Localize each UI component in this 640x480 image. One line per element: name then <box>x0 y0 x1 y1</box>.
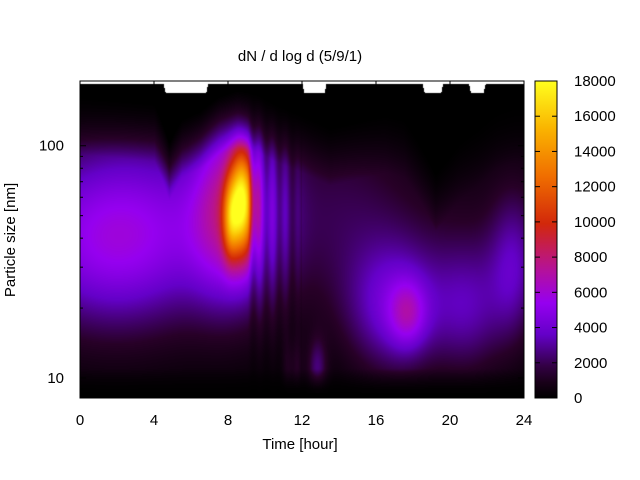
colorbar-tick-label: 4000 <box>574 320 607 337</box>
x-tick-label: 12 <box>294 412 311 429</box>
x-tick-label: 0 <box>76 412 84 429</box>
y-axis: 10 100 <box>39 138 524 390</box>
x-axis: 0 4 8 12 16 20 24 <box>76 81 533 429</box>
plot-area <box>79 80 525 399</box>
x-tick-label: 4 <box>150 412 158 429</box>
colorbar-tick-label: 18000 <box>574 73 616 90</box>
heatmap-image <box>80 81 524 398</box>
colorbar-tick-label: 6000 <box>574 284 607 301</box>
chart-title: dN / d log d (5/9/1) <box>238 48 362 65</box>
colorbar-tick-label: 14000 <box>574 143 616 160</box>
colorbar-tick-label: 8000 <box>574 249 607 266</box>
colorbar-tick-label: 2000 <box>574 355 607 372</box>
colorbar: 0 2000 4000 6000 8000 10000 12000 14000 16000 180… <box>534 73 616 407</box>
x-tick-label: 24 <box>516 412 533 429</box>
y-tick-label: 100 <box>39 138 64 155</box>
colorbar-tick-label: 10000 <box>574 214 616 231</box>
x-tick-label: 20 <box>442 412 459 429</box>
x-tick-label: 8 <box>224 412 232 429</box>
x-tick-label: 16 <box>368 412 385 429</box>
colorbar-ticks: 0 2000 4000 6000 8000 10000 12000 14000 16000 180… <box>535 73 616 407</box>
colorbar-tick-label: 0 <box>574 390 582 407</box>
colorbar-scale <box>534 80 558 399</box>
colorbar-tick-label: 12000 <box>574 179 616 196</box>
colorbar-tick-label: 16000 <box>574 108 616 125</box>
y-tick-label: 10 <box>47 370 64 387</box>
x-axis-label: Time [hour] <box>262 436 337 453</box>
y-axis-label: Particle size [nm] <box>2 183 19 297</box>
